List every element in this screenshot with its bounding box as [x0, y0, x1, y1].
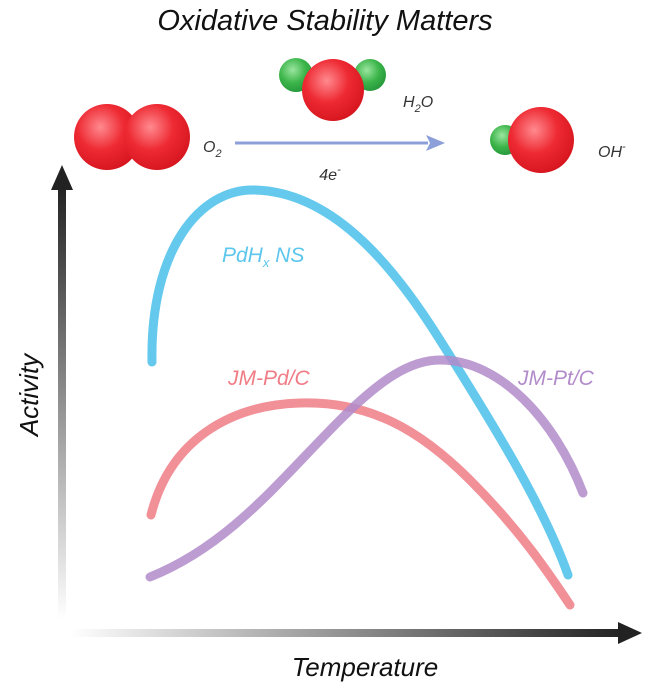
oh-label: OH-: [598, 141, 626, 161]
y-axis-label: Activity: [14, 352, 44, 438]
h2o-molecule-icon: [279, 58, 386, 121]
oh-molecule-icon: [490, 107, 574, 173]
jm-pd-c-label: JM-Pd/C: [227, 367, 311, 390]
curve-jm-pd-c: [146, 398, 575, 610]
x-axis-label: Temperature: [292, 652, 438, 682]
curve-pdhx-ns: [147, 185, 573, 580]
jm-pt-c-label: JM-Pt/C: [517, 367, 595, 390]
h2o-label: H2O: [403, 94, 433, 115]
pdhx-ns-label: PdHx NS: [222, 244, 304, 270]
y-axis-arrow: [51, 165, 73, 620]
o2-molecule-icon: [74, 104, 190, 170]
x-axis-arrow: [70, 622, 642, 644]
reaction-arrow-icon: [235, 135, 445, 151]
title: Oxidative Stability Matters: [157, 5, 492, 37]
curve-jm-pt-c: [145, 355, 588, 582]
o2-label: O2: [203, 139, 222, 160]
electrons-label: 4e-: [319, 164, 341, 184]
